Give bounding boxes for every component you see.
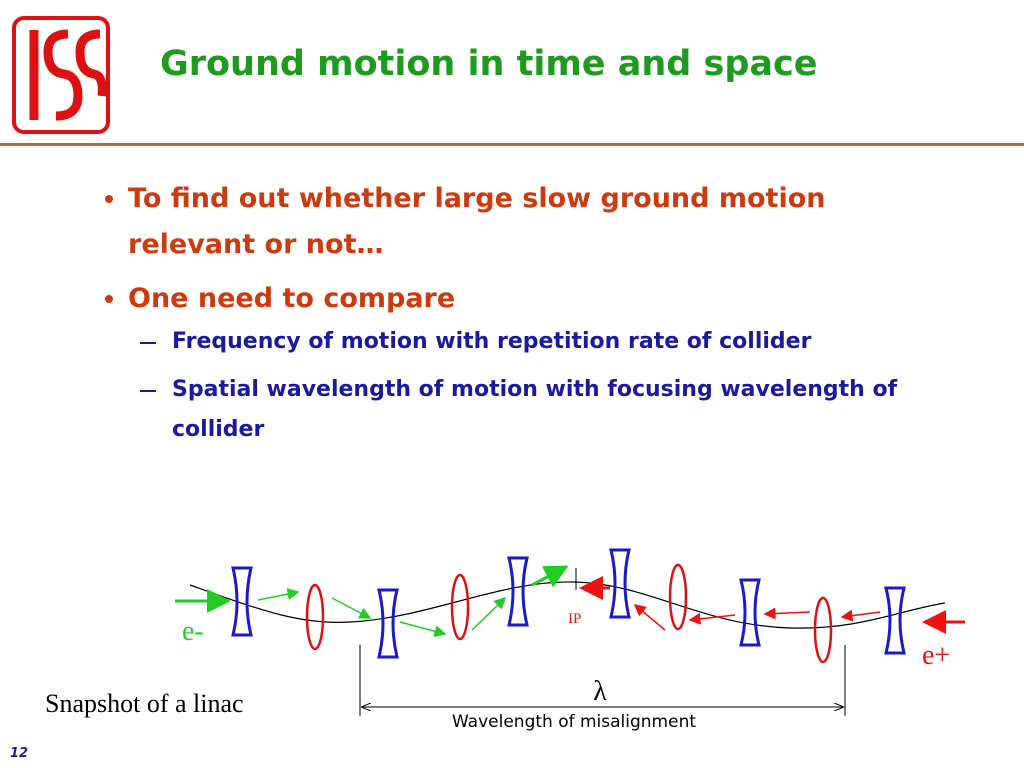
sub-list: Frequency of motion with repetition rate… [128,322,918,450]
lambda-label: λ [593,676,607,707]
sub-bullet-text: Frequency of motion with repetition rate… [172,329,812,354]
sub-bullet: Frequency of motion with repetition rate… [140,322,918,362]
bullet: One need to compare Frequency of motion … [128,276,918,450]
ip-label: IP [568,611,581,627]
beam-orbit [189,581,946,629]
defocusing-quads [231,548,906,659]
page-number: 12 [10,746,28,761]
bullet-text: One need to compare [128,283,456,314]
focusing-quads [305,563,833,664]
wavelength-label: Wavelength of misalignment [452,712,696,732]
positron-arrows [579,576,965,634]
electron-label: e- [182,616,204,647]
bullet: To find out whether large slow ground mo… [128,176,918,268]
dimension [359,645,846,716]
slide-title: Ground motion in time and space [160,44,818,84]
sub-bullet-text: Spatial wavelength of motion with focusi… [172,377,898,442]
caption: Snapshot of a linac [45,689,244,718]
bullet-list: To find out whether large slow ground mo… [90,176,918,458]
title-rule [0,143,1024,146]
logo [12,16,110,134]
electron-arrows [175,565,569,638]
bullet-text: To find out whether large slow ground mo… [128,183,826,260]
positron-label: e+ [922,640,950,671]
sub-bullet: Spatial wavelength of motion with focusi… [140,370,918,450]
